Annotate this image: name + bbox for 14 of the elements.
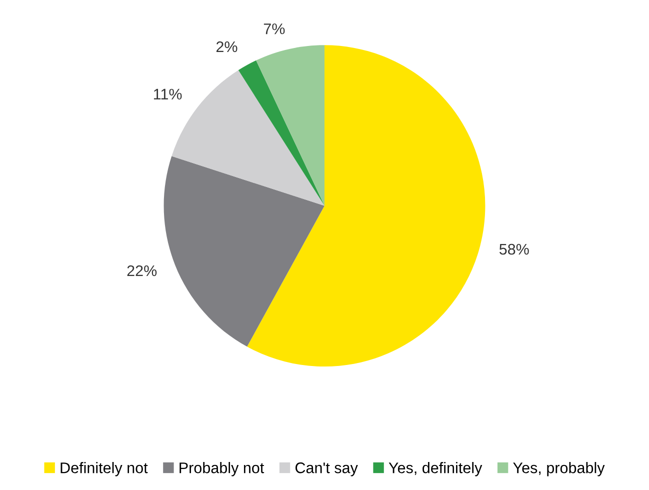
legend-label: Probably not bbox=[180, 462, 264, 476]
data-label: 22% bbox=[127, 265, 157, 276]
pie-slice bbox=[247, 45, 486, 367]
data-label: 11% bbox=[154, 88, 182, 100]
legend-label: Yes, definitely bbox=[388, 462, 482, 476]
pie-slice bbox=[238, 60, 324, 206]
data-label: 58% bbox=[499, 244, 529, 255]
data-label: 2% bbox=[216, 41, 238, 52]
legend-label: Yes, probably bbox=[513, 462, 605, 476]
legend-label: Can't say bbox=[295, 462, 358, 476]
legend-label: Definitely not bbox=[60, 462, 148, 476]
data-label: 7% bbox=[264, 23, 285, 34]
pie-slice bbox=[164, 156, 324, 347]
pie-slice bbox=[256, 45, 324, 206]
